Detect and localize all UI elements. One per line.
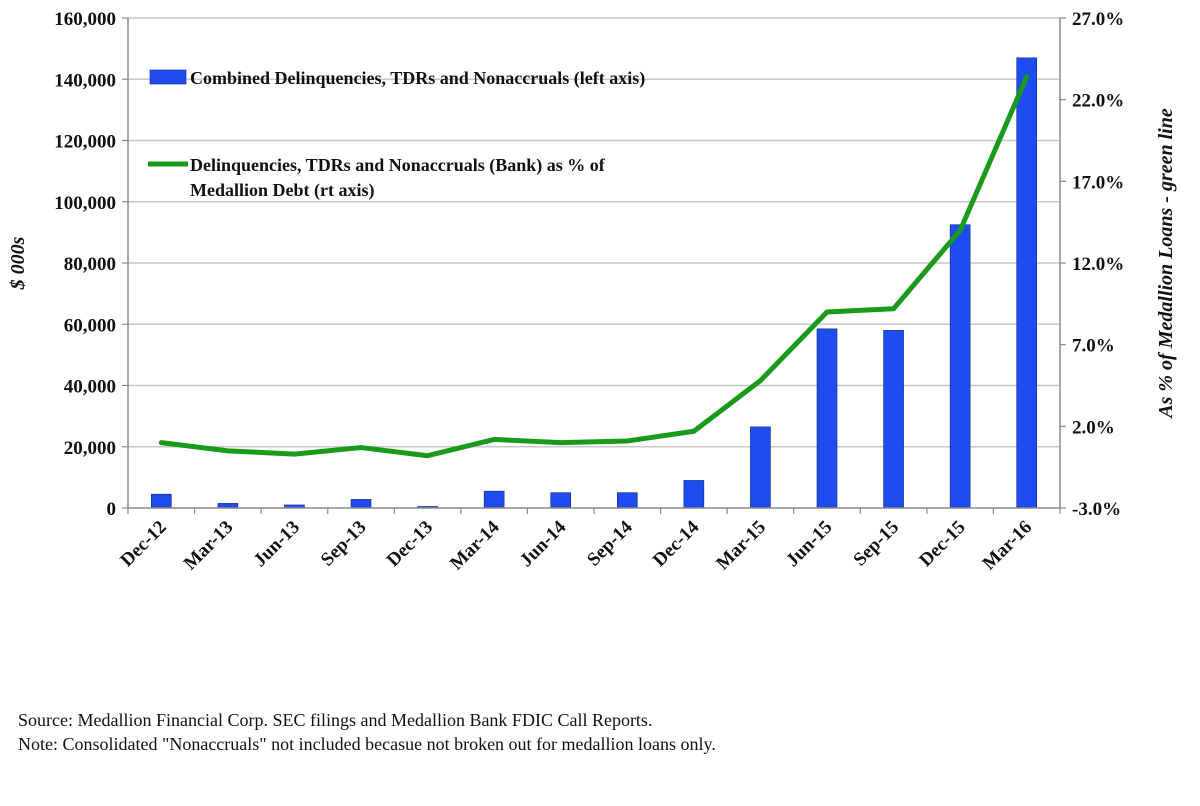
right-tick-label: -3.0% bbox=[1072, 499, 1121, 520]
right-axis-title: As % of Medallion Loans - green line bbox=[1155, 108, 1177, 420]
right-tick-label: 27.0% bbox=[1072, 9, 1124, 30]
chart-notes: Source: Medallion Financial Corp. SEC fi… bbox=[18, 708, 1178, 756]
bar bbox=[550, 492, 572, 509]
green-line-series bbox=[158, 74, 1030, 459]
left-tick-label: 0 bbox=[107, 499, 117, 520]
footnote: Note: Consolidated "Nonaccruals" not inc… bbox=[18, 734, 716, 754]
x-tick-label: Mar-13 bbox=[180, 517, 238, 575]
legend-line-label-1: Delinquencies, TDRs and Nonaccruals (Ban… bbox=[190, 155, 606, 176]
bar bbox=[616, 492, 638, 509]
x-tick-label: Jun-15 bbox=[782, 517, 836, 571]
bar bbox=[483, 490, 505, 509]
right-tick-label: 22.0% bbox=[1072, 91, 1124, 112]
source-note: Source: Medallion Financial Corp. SEC fi… bbox=[18, 710, 653, 730]
chart-container: 0 20,000 40,000 60,000 80,000 100,000 120,000 1… bbox=[7, 9, 1177, 575]
x-tick-label: Mar-15 bbox=[712, 517, 770, 575]
x-tick-label: Dec-15 bbox=[915, 517, 969, 571]
bar bbox=[883, 330, 904, 509]
x-tick-label: Sep-14 bbox=[583, 516, 637, 570]
right-tick-label: 17.0% bbox=[1072, 172, 1124, 193]
left-tick-label: 100,000 bbox=[54, 193, 116, 214]
x-tick-label: Jun-13 bbox=[250, 517, 304, 571]
left-tick-label: 140,000 bbox=[54, 70, 116, 91]
bar bbox=[816, 328, 838, 509]
right-tick-label: 12.0% bbox=[1072, 254, 1124, 275]
x-tick-label: Mar-16 bbox=[979, 517, 1037, 575]
bar bbox=[949, 224, 971, 509]
x-tick-label: Dec-14 bbox=[649, 516, 704, 571]
bar bbox=[350, 499, 372, 509]
x-tick-label: Sep-13 bbox=[317, 517, 371, 571]
left-tick-label: 40,000 bbox=[64, 377, 116, 398]
x-tick-label: Dec-13 bbox=[383, 517, 437, 571]
x-tick-label: Jun-14 bbox=[516, 516, 571, 571]
bar bbox=[750, 426, 771, 509]
right-tick-label: 2.0% bbox=[1072, 417, 1115, 438]
bar bbox=[683, 480, 705, 509]
combo-chart: 0 20,000 40,000 60,000 80,000 100,000 120,000 1… bbox=[7, 9, 1177, 575]
bar bbox=[150, 493, 172, 509]
legend-bar-swatch bbox=[149, 69, 187, 85]
left-tick-label: 60,000 bbox=[64, 315, 116, 336]
bar bbox=[1016, 57, 1038, 509]
legend-line-label-2: Medallion Debt (rt axis) bbox=[190, 180, 374, 201]
legend-bar-label: Combined Delinquencies, TDRs and Nonaccr… bbox=[190, 68, 645, 89]
right-tick-label: 7.0% bbox=[1072, 336, 1115, 357]
x-tick-label: Sep-15 bbox=[849, 517, 903, 571]
left-tick-label: 120,000 bbox=[54, 132, 116, 153]
x-tick-label: Dec-12 bbox=[116, 517, 170, 571]
left-tick-label: 20,000 bbox=[64, 438, 116, 459]
left-tick-label: 80,000 bbox=[64, 254, 116, 275]
left-axis-title: $ 000s bbox=[7, 236, 29, 290]
x-tick-label: Mar-14 bbox=[446, 516, 504, 574]
left-tick-label: 160,000 bbox=[54, 9, 116, 30]
